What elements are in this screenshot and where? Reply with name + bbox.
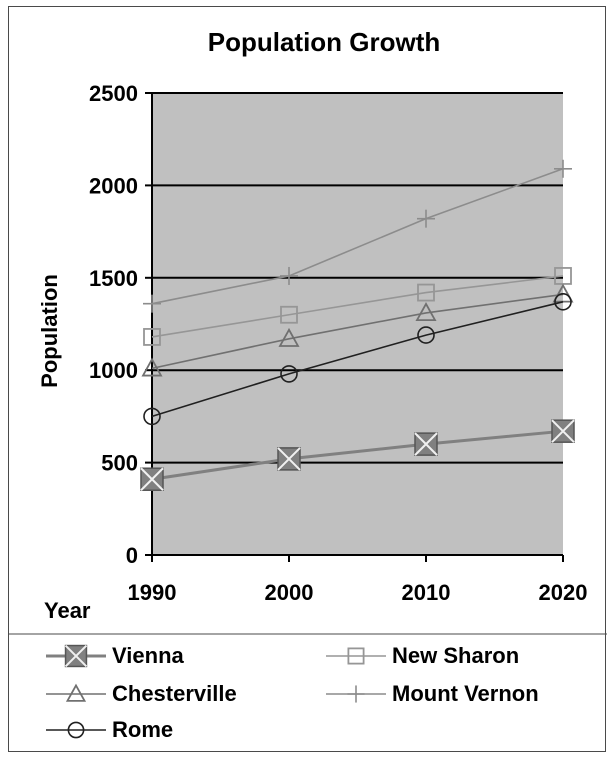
y-tick-label: 0	[126, 543, 138, 568]
x-tick-label: 2020	[539, 580, 588, 605]
series-new-sharon	[143, 267, 572, 346]
data-point	[280, 305, 298, 324]
y-axis-label: Population	[37, 274, 62, 388]
legend: Vienna New Sharon Chesterville Mount Vernon…	[9, 633, 607, 742]
y-tick-label: 2000	[89, 173, 138, 198]
data-point	[280, 365, 298, 383]
series-line	[151, 168, 564, 305]
series-vienna	[140, 419, 575, 491]
legend-item: Mount Vernon	[326, 681, 539, 706]
data-point	[143, 407, 161, 426]
chart-svg: Population Growth Population Year 0 500 10…	[9, 27, 607, 742]
data-point	[140, 467, 164, 491]
legend-item: Rome	[46, 717, 173, 742]
y-tick-label: 2500	[89, 81, 138, 106]
series-rome	[143, 293, 572, 426]
legend-swatch-marker	[67, 721, 85, 739]
data-point	[141, 357, 163, 377]
legend-item: New Sharon	[326, 643, 519, 668]
data-point	[417, 326, 435, 344]
legend-item: Chesterville	[46, 681, 237, 706]
data-point	[551, 419, 575, 443]
legend-swatch-marker	[64, 644, 88, 668]
y-tick-label: 500	[101, 451, 138, 476]
data-point	[417, 209, 435, 228]
data-point	[554, 293, 572, 311]
data-point	[415, 302, 437, 322]
series-mount-vernon	[143, 159, 572, 313]
legend-swatch-marker	[347, 647, 365, 665]
data-point	[280, 266, 298, 285]
series-line	[151, 293, 564, 370]
legend-label: New Sharon	[392, 643, 519, 668]
legend-swatch-marker	[65, 683, 87, 702]
y-tick-label: 1500	[89, 266, 138, 291]
legend-label: Rome	[112, 717, 173, 742]
y-tick-label: 1000	[89, 358, 138, 383]
series-line	[151, 275, 564, 338]
legend-label: Chesterville	[112, 681, 237, 706]
series-line	[151, 301, 564, 418]
x-tick-label: 2010	[402, 580, 451, 605]
data-point	[143, 294, 161, 313]
data-point	[277, 447, 301, 471]
series-line	[151, 429, 564, 481]
legend-label: Mount Vernon	[392, 681, 539, 706]
plot-area: 0 500 1000 1500 2000 2500 1990 2000 2010 2020	[89, 81, 587, 605]
data-point	[552, 283, 574, 303]
data-point	[554, 159, 572, 178]
chart-frame: Population Growth Population Year 0 500 10…	[8, 6, 607, 752]
data-point	[143, 328, 161, 346]
chart-title: Population Growth	[208, 27, 441, 57]
data-point	[417, 283, 435, 302]
x-tick-label: 2000	[265, 580, 314, 605]
x-axis-label: Year	[44, 598, 91, 623]
data-point	[278, 327, 300, 347]
legend-label: Vienna	[112, 643, 185, 668]
data-point	[414, 432, 438, 456]
plot-background	[152, 93, 563, 555]
legend-item: Vienna	[46, 643, 185, 668]
series-chesterville	[141, 283, 574, 377]
legend-swatch-marker	[347, 685, 365, 703]
x-tick-label: 1990	[128, 580, 177, 605]
